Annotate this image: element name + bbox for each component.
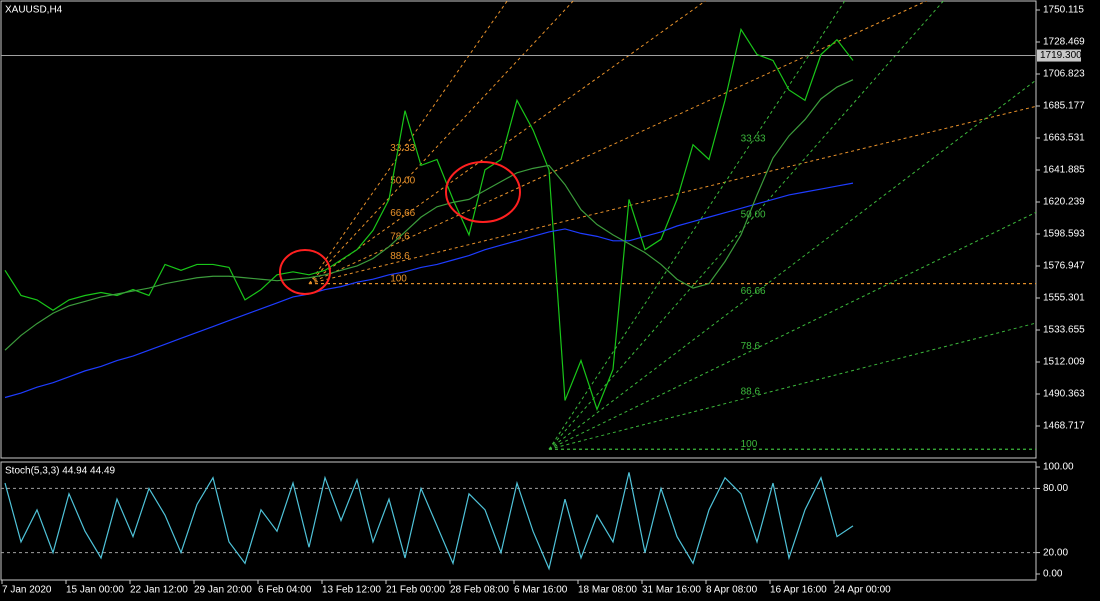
y-tick-label: 80.00: [1043, 483, 1068, 494]
annotation-circle: [279, 249, 331, 295]
axes: 1750.115 1728.469 1706.823 1685.177 1663.531…: [1, 5, 1085, 596]
x-tick-label: 21 Feb 00:00: [386, 585, 445, 596]
fan-line: [308, 1, 707, 285]
price-line: [4, 182, 854, 399]
stochastic-line: [4, 472, 854, 571]
x-tick-label: 28 Feb 08:00: [450, 585, 509, 596]
y-tick-label: 1576.947: [1043, 261, 1085, 272]
annotation-circle: [445, 161, 521, 223]
fan-line: [308, 1, 508, 284]
y-tick-label: 1555.301: [1043, 293, 1085, 304]
fan-label: 66.66: [390, 208, 415, 219]
oscillator-title: Stoch(5,3,3) 44.94 44.49: [5, 466, 116, 477]
x-tick-label: 6 Feb 04:00: [258, 585, 312, 596]
x-tick-label: 24 Apr 00:00: [834, 585, 891, 596]
chart-title: XAUUSD,H4: [5, 5, 63, 16]
x-tick-label: 13 Feb 12:00: [322, 585, 381, 596]
x-tick-label: 8 Apr 08:00: [706, 585, 758, 596]
fan-label: 78.6: [741, 341, 761, 352]
main-panel: [0, 0, 1037, 459]
fan-label: 33.33: [741, 133, 766, 144]
fan-label: 50.00: [741, 210, 766, 221]
price-line: [4, 79, 854, 351]
fan-line: [308, 1, 928, 285]
y-tick-label: 1728.469: [1043, 37, 1085, 48]
x-tick-label: 29 Jan 20:00: [194, 585, 252, 596]
fan-line: [308, 105, 1036, 285]
fan-label: 100: [390, 273, 407, 284]
fan-label: 50.00: [390, 176, 415, 187]
oscillator-plot: [1, 472, 1036, 571]
x-tick-label: 16 Apr 16:00: [770, 585, 827, 596]
y-tick-label: 1641.885: [1043, 165, 1085, 176]
x-tick-label: 22 Jan 12:00: [130, 585, 188, 596]
y-tick-label: 1598.593: [1043, 229, 1085, 240]
y-tick-label: 1750.115: [1043, 5, 1084, 16]
y-tick-label: 1468.717: [1043, 421, 1085, 432]
y-tick-label: 1685.177: [1043, 101, 1085, 112]
fan-label: 100: [741, 439, 758, 450]
x-tick-label: 7 Jan 2020: [2, 585, 52, 596]
x-tick-label: 6 Mar 16:00: [514, 585, 568, 596]
y-tick-label: 1706.823: [1043, 69, 1085, 80]
y-tick-label: 20.00: [1043, 547, 1068, 558]
fan-label: 88.6: [741, 387, 761, 398]
x-tick-label: 15 Jan 00:00: [66, 585, 124, 596]
y-tick-label: 1490.363: [1043, 389, 1085, 400]
oscillator-panel: [0, 461, 1037, 581]
x-tick-label: 18 Mar 08:00: [578, 585, 637, 596]
fan-label: 88.6: [390, 251, 410, 262]
y-tick-label: 0.00: [1043, 569, 1063, 580]
fan-label: 33.33: [390, 143, 415, 154]
current-price-box: [1037, 49, 1081, 62]
x-tick-label: 31 Mar 16:00: [642, 585, 701, 596]
fan-label: 66.66: [741, 286, 766, 297]
fan-line: [548, 1, 945, 450]
main-plot: 33.33 50.00 66.66 78.6 88.6 100 33.33 50.00 66.6…: [1, 1, 1036, 450]
y-tick-label: 1512.009: [1043, 357, 1085, 368]
price-line: [4, 27, 854, 412]
y-tick-label: 1620.239: [1043, 197, 1085, 208]
current-price-label: 1719.300: [1040, 50, 1082, 61]
fan-line: [548, 211, 1036, 450]
y-tick-label: 1663.531: [1043, 133, 1085, 144]
y-tick-label: 1533.655: [1043, 325, 1085, 336]
y-tick-label: 100.00: [1043, 462, 1074, 473]
